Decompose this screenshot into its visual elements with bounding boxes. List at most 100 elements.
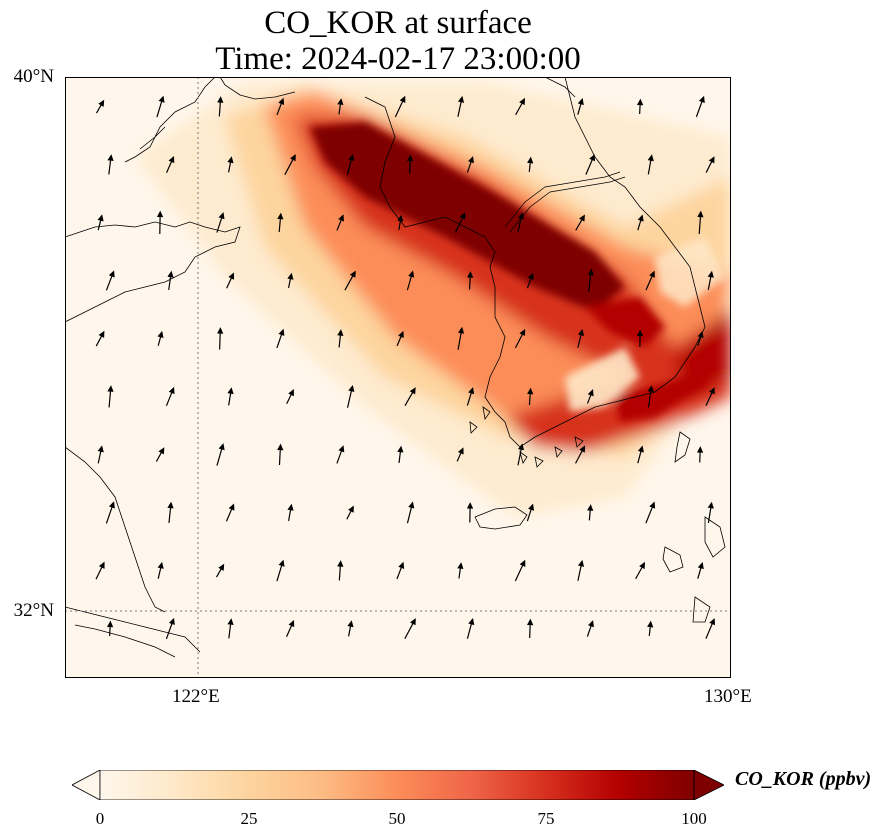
colorbar-tick-0: 0: [95, 809, 105, 828]
wind-vector-head: [457, 326, 465, 334]
wind-vector-head: [637, 445, 644, 453]
wind-vector-head: [217, 327, 224, 334]
wind-vector-head: [527, 618, 534, 626]
wind-vectors: [95, 95, 715, 640]
wind-vector-head: [708, 156, 715, 164]
wind-vector-head: [459, 212, 466, 220]
wind-vector-head: [228, 503, 235, 511]
wind-vector-head: [637, 214, 644, 222]
wind-vector-head: [227, 618, 234, 626]
wind-vector-head: [108, 501, 115, 509]
lon-label-122: 122°E: [172, 686, 220, 707]
gridlines: [65, 77, 731, 678]
wind-vector-head: [156, 210, 164, 218]
wind-vector-head: [227, 156, 234, 164]
wind-vector-head: [217, 96, 224, 103]
colorbar-tick-25: 25: [240, 809, 258, 828]
wind-vector-head: [579, 445, 586, 453]
wind-vector-head: [587, 268, 594, 276]
wind-vector-head: [397, 214, 404, 222]
wind-vector-head: [636, 329, 644, 337]
wind-vector-head: [709, 618, 715, 626]
coastlines: [65, 77, 726, 658]
wind-vector-head: [647, 620, 654, 628]
wind-vector-head: [408, 270, 415, 278]
wind-vector-head: [168, 155, 175, 164]
wind-vector-head: [337, 560, 344, 567]
wind-vector-head: [278, 97, 285, 105]
colorbar-label: CO_KOR (ppbv): [735, 768, 872, 790]
wind-vector-head: [348, 154, 355, 162]
wind-vector-head: [709, 387, 715, 395]
wind-vector-head: [107, 385, 114, 392]
wind-vector-head: [398, 330, 404, 339]
wind-vector-head: [517, 212, 525, 220]
colorbar-extend-low: [72, 770, 101, 800]
wind-vector-head: [157, 561, 164, 569]
lat-label-32: 32°N: [13, 600, 54, 621]
colorbar-tick-50: 50: [388, 809, 406, 828]
wind-vector-head: [527, 272, 534, 280]
wind-vector-head: [527, 387, 534, 395]
map-title-line1: CO_KOR at surface: [264, 5, 532, 41]
wind-vector-head: [218, 563, 225, 571]
wind-vector-head: [157, 330, 164, 338]
wind-vector-head: [639, 561, 646, 570]
wind-vector-head: [527, 156, 534, 164]
colorbar-tick-100: 100: [681, 809, 707, 828]
lon-label-130: 130°E: [704, 686, 752, 707]
wind-vector-head: [278, 559, 285, 567]
wind-vector-head: [577, 328, 584, 336]
wind-vector-head: [457, 562, 464, 570]
wind-vector-head: [578, 214, 585, 222]
wind-vector-head: [337, 98, 344, 106]
wind-vector-head: [707, 501, 714, 509]
wind-vector-head: [167, 270, 174, 278]
wind-vector-head: [636, 98, 644, 106]
colorbar-extend-high: [693, 770, 724, 800]
wind-vector-head: [468, 618, 475, 626]
wind-vector-head: [457, 447, 464, 455]
co-core-field: [310, 122, 725, 422]
wind-vector-head: [288, 619, 295, 628]
wind-vector-head: [407, 154, 414, 162]
wind-vector-head: [697, 210, 704, 218]
lat-label-40: 40°N: [13, 66, 54, 87]
wind-vector-head: [466, 502, 474, 509]
wind-vector-head: [228, 272, 235, 280]
wind-vector-head: [697, 331, 704, 339]
wind-vector-head: [168, 386, 175, 395]
map-frame: [65, 77, 731, 678]
wind-vector-head: [168, 617, 175, 625]
wind-vector-head: [337, 329, 344, 336]
map-title-line2: Time: 2024-02-17 23:00:00: [215, 41, 581, 77]
wind-vector-head: [408, 501, 415, 509]
wind-vector-head: [587, 389, 594, 397]
wind-vector-head: [98, 561, 105, 569]
colorbar: [72, 770, 724, 800]
wind-vector-head: [348, 505, 354, 513]
wind-vector-head: [288, 389, 294, 397]
wind-vector-head: [108, 270, 115, 278]
wind-vector-head: [218, 212, 225, 220]
wind-vector-head: [468, 387, 475, 395]
wind-vector-head: [397, 445, 404, 453]
wind-vector-head: [107, 154, 114, 162]
wind-vector-head: [528, 503, 535, 511]
wind-vector-head: [410, 618, 416, 626]
wind-vector-head: [517, 443, 525, 451]
wind-vector-head: [278, 328, 285, 336]
wind-vector-head: [587, 504, 594, 511]
wind-vector-head: [277, 443, 284, 451]
wind-vector-head: [647, 385, 654, 393]
wind-vector-head: [97, 214, 104, 222]
map-canvas: [65, 77, 731, 678]
wind-vector-head: [287, 503, 294, 511]
wind-vector-head: [647, 154, 654, 162]
wind-vector-head: [227, 387, 234, 395]
wind-vector-head: [167, 501, 174, 509]
wind-vector-head: [338, 214, 344, 222]
wind-vector-head: [338, 445, 345, 453]
wind-vector-head: [467, 156, 474, 164]
wind-vector-head: [98, 99, 105, 107]
